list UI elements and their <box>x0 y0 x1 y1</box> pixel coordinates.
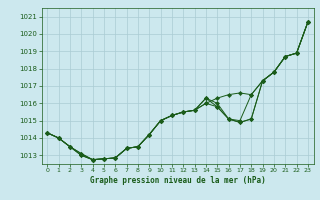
X-axis label: Graphe pression niveau de la mer (hPa): Graphe pression niveau de la mer (hPa) <box>90 176 266 185</box>
